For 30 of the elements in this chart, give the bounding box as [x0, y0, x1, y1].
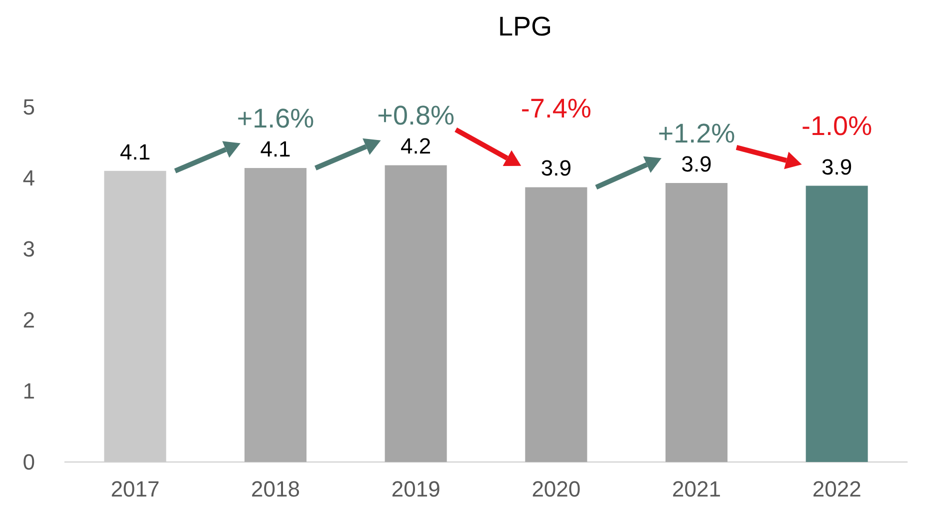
y-tick-label: 1	[22, 378, 35, 404]
annotation: -1.0%	[802, 111, 872, 142]
y-tick-label: 3	[22, 236, 35, 262]
bar	[244, 168, 306, 462]
data-label: 3.9	[822, 154, 852, 180]
data-label: 3.9	[540, 156, 572, 181]
annotation: +1.2%	[658, 118, 736, 148]
y-tick-label: 5	[22, 94, 35, 120]
x-tick-label: 2019	[391, 476, 440, 502]
annotation: +1.6%	[236, 103, 314, 134]
x-tick-label: 2021	[672, 476, 721, 502]
x-tick-label: 2020	[532, 476, 581, 502]
x-tick-label: 2018	[251, 476, 300, 502]
data-label: 4.1	[260, 136, 291, 162]
bar	[666, 182, 728, 462]
annotation: +0.8%	[377, 100, 454, 131]
annotation: -7.4%	[520, 93, 592, 124]
y-tick-label: 0	[22, 450, 35, 474]
bar	[104, 170, 166, 462]
data-label: 4.1	[120, 139, 150, 164]
bar	[525, 187, 588, 462]
y-tick-label: 4	[22, 166, 35, 190]
data-label: 4.2	[400, 134, 432, 159]
x-tick-label: 2022	[812, 476, 862, 502]
x-tick-label: 2017	[110, 476, 160, 502]
data-label: 3.9	[681, 151, 712, 176]
y-tick-label: 2	[22, 308, 35, 332]
bar	[384, 165, 447, 462]
bar	[806, 186, 868, 462]
chart-title: LPG	[498, 12, 552, 42]
